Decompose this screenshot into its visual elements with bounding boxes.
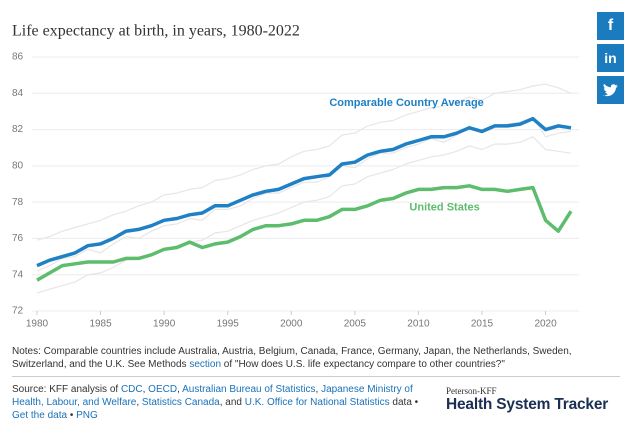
y-tick-label: 78 bbox=[12, 197, 24, 208]
twitter-button[interactable] bbox=[597, 76, 624, 104]
link[interactable]: Statistics Canada bbox=[141, 397, 220, 408]
background-line bbox=[36, 136, 572, 294]
y-tick-label: 82 bbox=[12, 124, 24, 135]
y-tick-label: 80 bbox=[12, 160, 24, 171]
link[interactable]: PNG bbox=[76, 410, 98, 421]
logo[interactable]: Peterson-KFF Health System Tracker bbox=[446, 386, 622, 414]
divider bbox=[12, 376, 620, 377]
text: , bbox=[177, 384, 183, 395]
logo-top: Peterson-KFF bbox=[446, 386, 497, 396]
x-tick-label: 1990 bbox=[153, 319, 176, 330]
link[interactable]: OECD bbox=[148, 384, 178, 395]
x-tick-label: 2005 bbox=[344, 319, 367, 330]
notes: Notes: Comparable countries include Aust… bbox=[12, 345, 582, 371]
y-tick-label: 74 bbox=[12, 269, 24, 280]
chart: Life expectancy at birth, in years, 1980… bbox=[12, 23, 579, 330]
background-line bbox=[36, 116, 572, 272]
link[interactable]: CDC bbox=[120, 384, 143, 395]
background-line bbox=[36, 83, 572, 241]
y-tick-label: 72 bbox=[12, 306, 24, 317]
x-tick-label: 2020 bbox=[534, 319, 557, 330]
x-tick-label: 1995 bbox=[217, 319, 240, 330]
series-line bbox=[36, 116, 572, 268]
text: , bbox=[142, 384, 149, 395]
text: , and bbox=[219, 397, 245, 408]
text: Notes: Comparable countries include Aust… bbox=[12, 346, 572, 370]
text: , bbox=[315, 384, 322, 395]
series-line bbox=[36, 184, 573, 282]
y-tick-label: 86 bbox=[12, 52, 24, 63]
link[interactable]: section bbox=[189, 359, 222, 370]
x-tick-label: 2010 bbox=[407, 319, 430, 330]
series-label: Comparable Country Average bbox=[329, 97, 483, 109]
series-label: United States bbox=[409, 202, 479, 214]
x-tick-label: 1980 bbox=[26, 319, 49, 330]
x-tick-label: 2015 bbox=[471, 319, 494, 330]
logo-main: Health System Tracker bbox=[446, 396, 609, 413]
x-tick-label: 1985 bbox=[89, 319, 112, 330]
text: Source: KFF analysis of bbox=[12, 384, 121, 395]
text: , bbox=[136, 397, 142, 408]
link[interactable]: Australian Bureau of Statistics bbox=[182, 384, 316, 395]
linkedin-button[interactable]: in bbox=[597, 44, 624, 72]
text: • bbox=[67, 410, 77, 421]
y-tick-label: 84 bbox=[12, 88, 24, 99]
facebook-button[interactable]: f bbox=[597, 12, 624, 40]
x-tick-label: 2000 bbox=[280, 319, 303, 330]
source: Source: KFF analysis of CDC, OECD, Austr… bbox=[12, 383, 422, 422]
link[interactable]: Japanese Ministry of Health, Labour, and… bbox=[12, 384, 413, 408]
chart-title: Life expectancy at birth, in years, 1980… bbox=[12, 23, 300, 40]
link[interactable]: Get the data bbox=[12, 410, 68, 421]
link[interactable]: U.K. Office for National Statistics bbox=[244, 397, 390, 408]
twitter-icon bbox=[603, 83, 618, 97]
text: of "How does U.S. life expectancy compar… bbox=[221, 359, 505, 370]
text: data • bbox=[389, 397, 419, 408]
y-tick-label: 76 bbox=[12, 233, 24, 244]
